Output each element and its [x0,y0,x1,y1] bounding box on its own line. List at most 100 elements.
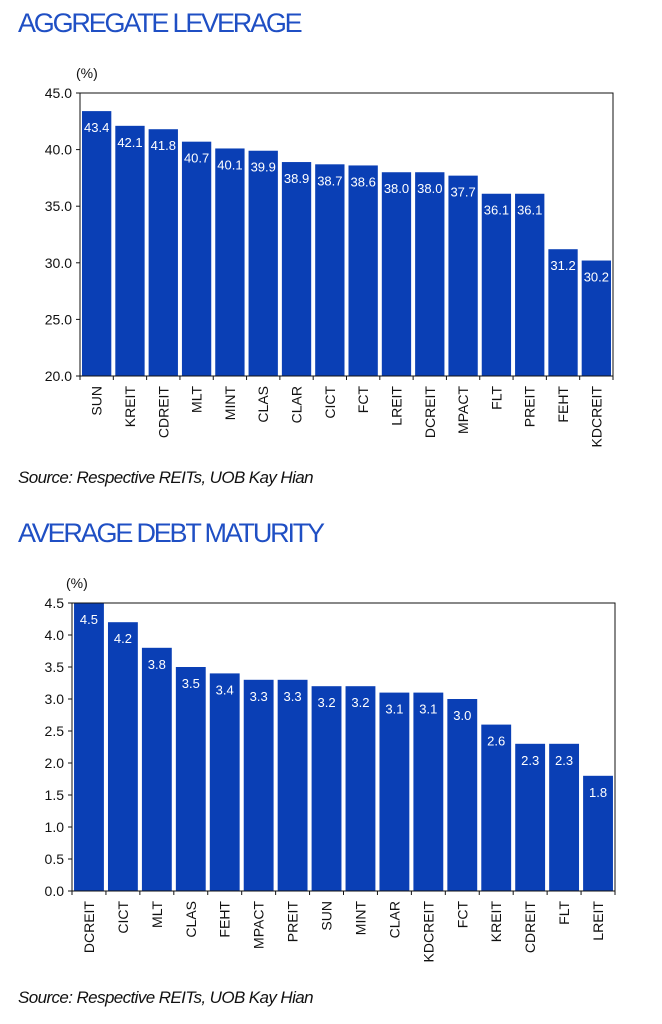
data-label: 4.5 [80,612,98,627]
data-label: 37.7 [450,185,475,200]
data-label: 3.3 [250,689,268,704]
bar [379,692,410,891]
bar [148,129,178,376]
data-label: 3.2 [351,695,369,710]
data-label: 36.1 [517,203,542,218]
bar [415,172,445,376]
x-tick-label: PREIT [522,386,538,428]
x-tick-label: FLT [556,901,572,925]
bar [181,141,212,376]
data-label: 43.4 [84,120,109,135]
x-tick-label: MPACT [455,386,471,434]
y-tick-label: 25.0 [45,311,72,327]
x-tick-label: MLT [189,386,205,413]
bar [248,150,278,376]
data-label: 2.3 [521,753,539,768]
data-label: 3.5 [182,676,200,691]
x-tick-label: PREIT [285,901,301,943]
x-tick-label: KDCREIT [588,386,604,448]
bar [348,165,378,376]
bar [243,679,274,891]
bar [413,692,444,891]
data-label: 1.8 [589,785,607,800]
chart-source: Source: Respective REITs, UOB Kay Hian [18,468,314,487]
data-label: 41.8 [151,138,176,153]
y-tick-label: 0.0 [45,883,65,899]
bar [548,249,578,376]
bar [281,162,312,376]
x-tick-label: KREIT [122,386,138,428]
bar [447,699,478,891]
bar [481,193,512,376]
y-unit-label: (%) [66,575,88,591]
bar [74,603,104,891]
x-tick-label: CICT [322,386,338,419]
bar [381,172,412,376]
x-tick-label: MINT [222,386,238,421]
x-tick-label: DCREIT [81,901,97,954]
bar [175,667,206,891]
y-tick-label: 0.5 [45,851,65,867]
data-label: 38.7 [317,173,342,188]
x-tick-label: SUN [89,386,105,416]
y-tick-label: 3.5 [45,659,65,675]
data-label: 42.1 [117,135,142,150]
y-tick-label: 2.0 [45,755,65,771]
bar [581,260,612,376]
data-label: 38.0 [417,181,442,196]
y-tick-label: 30.0 [45,255,72,271]
bar [277,679,308,891]
data-label: 3.4 [216,682,234,697]
bar [107,622,138,891]
x-tick-label: KDCREIT [420,901,436,963]
x-tick-label: SUN [319,901,335,931]
bar [215,148,245,376]
data-label: 3.1 [419,702,437,717]
average-debt-maturity-chart: (%) 4.5 4.2 3.8 3.5 3.4 3.3 3.3 3.2 3.2 3.1 3.1 3.0 2… [45,575,616,963]
data-label: 3.8 [148,657,166,672]
bar [448,175,478,376]
bar [583,775,613,891]
chart-title: AGGREGATE LEVERAGE [18,8,303,38]
bar [345,686,376,891]
data-label: 2.3 [555,753,573,768]
chart-title: AVERAGE DEBT MATURITY [18,518,325,548]
data-label: 3.1 [385,702,403,717]
x-tick-label: MINT [352,901,368,936]
x-tick-label: MPACT [251,901,267,949]
bar [209,673,240,891]
x-tick-label: MLT [149,901,165,928]
y-tick-label: 40.0 [45,142,72,158]
x-tick-label: CLAS [255,386,271,423]
data-label: 36.1 [484,203,509,218]
y-tick-label: 1.5 [45,787,65,803]
data-label: 40.7 [184,151,209,166]
data-label: 4.2 [114,631,132,646]
x-tick-label: CLAS [183,901,199,938]
chart-source: Source: Respective REITs, UOB Kay Hian [18,988,314,1007]
y-tick-label: 35.0 [45,198,72,214]
bar [81,111,112,376]
x-tick-label: CLAR [386,901,402,938]
y-tick-label: 2.5 [45,723,65,739]
x-tick-label: LREIT [590,901,606,941]
bar [115,125,145,376]
x-tick-label: FCT [454,901,470,929]
data-label: 2.6 [487,734,505,749]
data-label: 3.3 [284,689,302,704]
y-tick-label: 4.0 [45,627,65,643]
bar [315,164,345,376]
x-tick-label: FLT [488,386,504,410]
bar [141,647,172,891]
data-label: 38.6 [351,174,376,189]
x-tick-label: CICT [115,901,131,934]
x-tick-label: CDREIT [155,386,171,439]
data-label: 38.9 [284,171,309,186]
aggregate-leverage-chart: (%) 43.4 42.1 41.8 40.7 40.1 39.9 38.9 38.7 38.6 3… [45,65,614,448]
data-label: 3.2 [317,695,335,710]
y-tick-label: 3.0 [45,691,65,707]
x-tick-label: FEHT [217,901,233,938]
x-tick-label: LREIT [388,386,404,426]
y-tick-label: 45.0 [45,85,72,101]
data-label: 3.0 [453,708,471,723]
